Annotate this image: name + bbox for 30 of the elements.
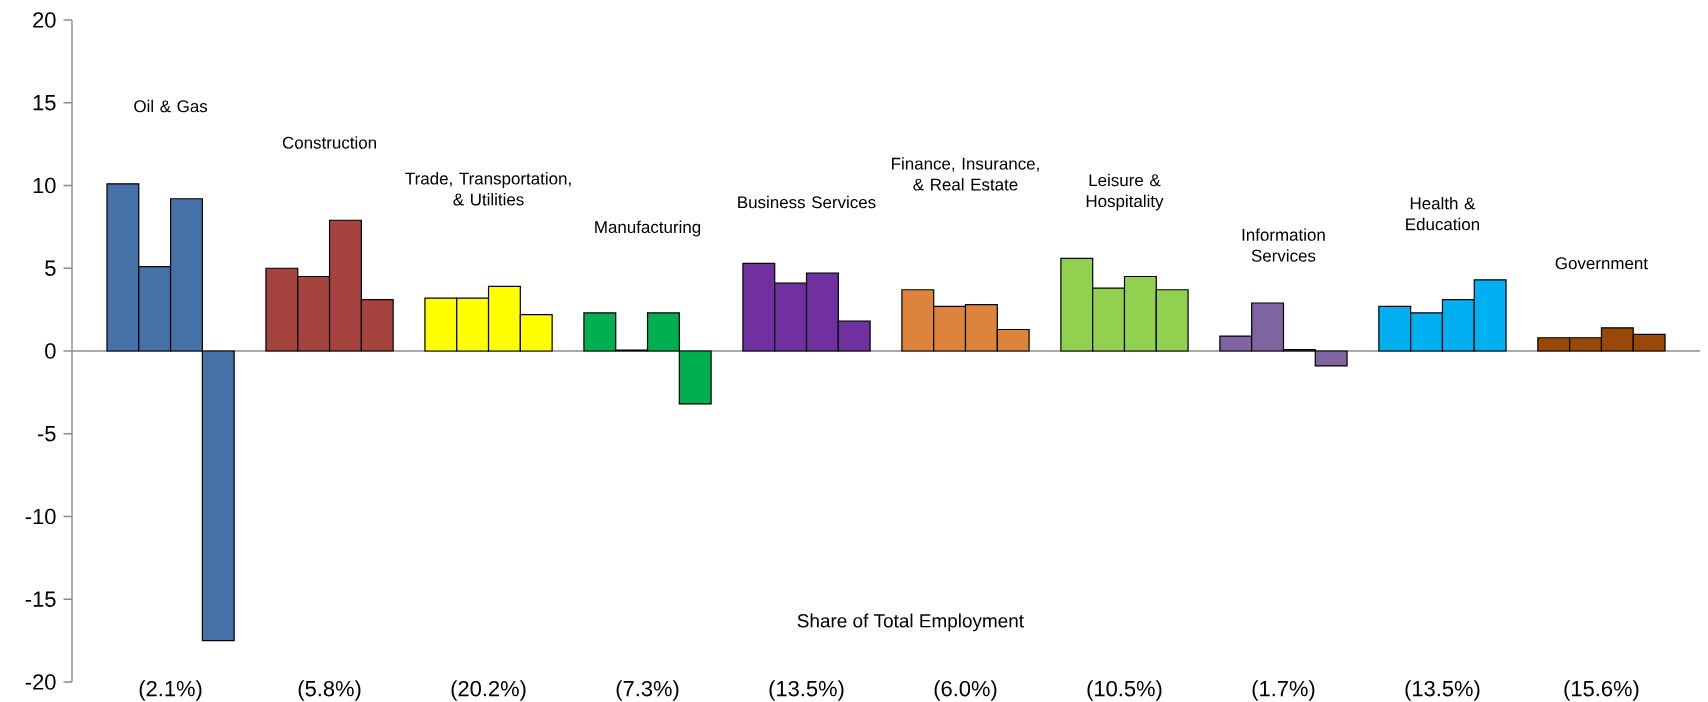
x-tick-label: (10.5%) (1087, 680, 1162, 701)
y-tick-label: 15 (33, 95, 56, 111)
y-tick-label: -15 (25, 591, 56, 607)
annotation: Trade, Transportation, & Utilities (405, 172, 571, 206)
x-tick-label: (13.5%) (1405, 680, 1480, 701)
y-tick-label: 10 (33, 177, 56, 194)
x-tick-label: (2.1%) (139, 680, 202, 701)
x-axis-title: Share of Total Employment (797, 613, 1024, 632)
annotation: Finance, Insurance, & Real Estate (892, 157, 1039, 191)
annotation: Health & Education (1406, 196, 1479, 231)
y-tick-label: -5 (37, 426, 56, 442)
annotation: Construction (282, 136, 376, 149)
y-tick-label: 5 (45, 260, 56, 276)
annotation: Business Services (738, 195, 876, 209)
x-tick-label: (15.6%) (1564, 680, 1639, 701)
annotation: Information Services (1242, 228, 1325, 262)
x-tick-label: (1.7%) (1252, 680, 1315, 701)
annotation: Leisure & Hospitality (1086, 173, 1164, 211)
y-tick-label: 20 (33, 12, 56, 28)
x-tick-label: (13.5%) (769, 680, 844, 701)
x-tick-label: (5.8%) (298, 680, 361, 701)
y-tick-label: -20 (25, 674, 56, 690)
y-tick-label: -10 (25, 508, 56, 525)
annotation: Oil & Gas (134, 99, 208, 113)
x-tick-label: (7.3%) (616, 680, 679, 701)
x-tick-label: (6.0%) (934, 680, 997, 701)
annotation: Manufacturing (595, 220, 701, 237)
annotation: Government (1555, 257, 1648, 270)
x-tick-label: (20.2%) (451, 680, 526, 701)
y-tick-label: 0 (45, 343, 56, 359)
